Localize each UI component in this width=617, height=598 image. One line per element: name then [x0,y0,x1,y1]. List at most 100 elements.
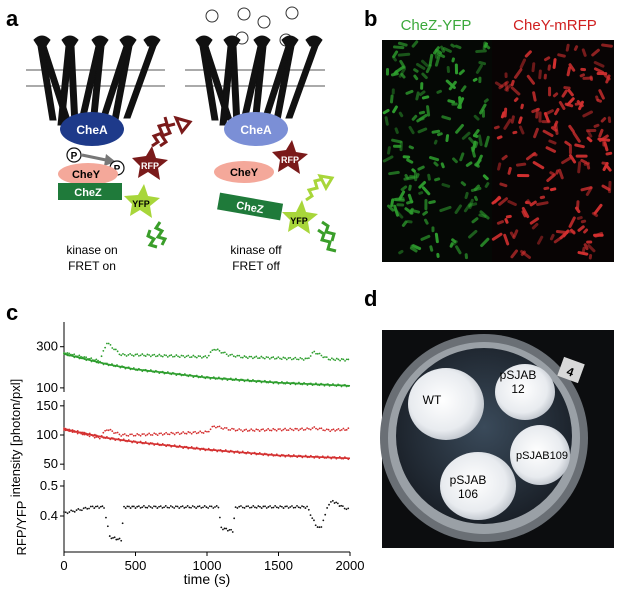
data-point [262,505,265,508]
cell-mark [563,86,571,90]
data-point [280,358,283,360]
data-point [220,427,223,430]
data-point [114,348,117,351]
data-point [146,353,149,356]
data-point [215,505,218,507]
cell-mark [608,180,612,194]
cell-mark [419,90,426,97]
data-point [339,429,341,432]
data-point [306,427,308,430]
chea-on-label: CheA [76,123,108,137]
data-point [194,448,196,450]
cell-mark [463,202,472,213]
data-point [304,382,307,385]
data-point [235,377,237,380]
data-point [187,431,190,433]
rfp-star-icon [272,140,308,174]
cell-mark [535,107,540,119]
cell-mark [555,169,560,175]
data-point [303,381,305,384]
data-point [189,373,191,376]
data-point [127,366,130,369]
data-point [255,381,258,384]
data-point [322,429,325,432]
data-point [323,384,326,387]
data-point [308,456,311,459]
data-point [109,343,112,346]
emission-arrow-icon [173,115,193,135]
cell-mark [545,146,557,153]
data-point [156,507,159,509]
cell-mark [479,210,490,220]
cell-mark [607,116,612,124]
data-point [282,382,285,385]
data-point [107,342,110,345]
data-point [173,372,176,375]
receptor-icon [285,35,323,119]
data-point [78,357,81,360]
data-point [125,355,128,357]
data-point [270,506,273,509]
data-point [177,446,179,449]
cell-mark [561,156,572,165]
cell-mark [471,217,479,224]
data-point [255,428,258,431]
data-point [227,355,230,357]
cell-mark [568,154,577,164]
data-point [332,428,335,431]
cell-mark [520,250,526,256]
cell-mark [504,218,509,224]
data-point [321,383,324,386]
data-point [100,435,103,437]
data-point [329,430,332,433]
data-point [93,359,96,362]
data-point [347,458,350,461]
data-point [236,379,239,381]
cell-mark [449,242,454,248]
data-point [342,384,345,387]
cell-mark [401,220,408,227]
data-point [223,377,225,379]
data-point [122,353,124,355]
data-point [253,356,256,359]
data-point [329,358,332,361]
cell-mark [537,235,544,245]
data-point [107,364,110,367]
data-point [258,451,261,454]
cell-mark [529,217,540,225]
data-point [308,382,311,385]
cell-mark [546,173,556,182]
data-point [274,505,277,507]
data-point [260,453,263,456]
cell-mark [543,73,547,80]
data-point [68,430,71,433]
cell-mark [533,127,539,139]
data-point [202,432,205,434]
data-point [262,428,264,431]
data-point [173,355,176,358]
data-point [258,430,261,432]
cell-mark [442,47,452,53]
data-point [318,526,321,529]
data-point [63,429,65,431]
data-point [97,359,99,362]
data-point [272,356,275,358]
data-point [139,507,142,509]
data-point [148,505,150,507]
data-point [280,429,283,432]
data-point [114,365,117,368]
data-point [101,505,104,508]
data-point [104,346,107,349]
data-point [113,348,115,351]
green-cells [382,40,491,260]
data-point [231,379,234,382]
cell-mark [472,134,479,138]
data-point [87,433,89,436]
ligand-icon [285,6,299,20]
data-point [116,431,119,434]
data-point [124,507,127,509]
data-point [334,430,337,432]
cell-mark [475,64,483,74]
data-point [199,448,202,451]
cell-mark [561,89,568,98]
